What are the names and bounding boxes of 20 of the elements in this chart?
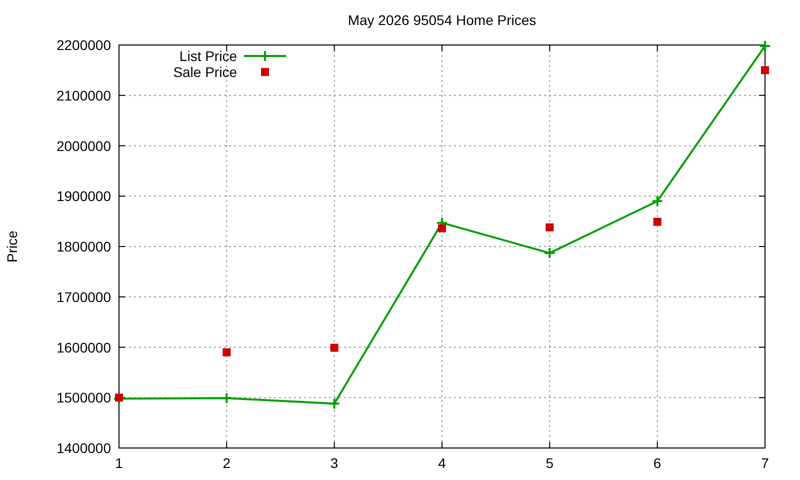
y-tick-label: 1700000 <box>56 288 112 305</box>
x-tick-label: 1 <box>115 455 124 471</box>
x-tick-label: 3 <box>330 455 338 471</box>
x-tick-label: 2 <box>222 455 231 471</box>
y-axis-title: Price <box>4 230 20 262</box>
y-tick-label: 2200000 <box>56 37 112 53</box>
y-tick-label: 1600000 <box>56 339 112 356</box>
x-tick-label: 4 <box>438 455 446 471</box>
legend-label: Sale Price <box>173 64 238 80</box>
y-tick-label: 1800000 <box>56 238 112 254</box>
y-tick-label: 2000000 <box>56 138 112 154</box>
y-tick-label: 1900000 <box>56 188 112 204</box>
y-tick-label: 1400000 <box>56 440 112 456</box>
x-tick-label: 6 <box>653 455 662 471</box>
legend-label: List Price <box>179 48 238 64</box>
x-tick-label: 7 <box>761 455 770 471</box>
y-tick-label: 1500000 <box>56 390 112 406</box>
x-tick-label: 5 <box>546 455 554 471</box>
chart-title: May 2026 95054 Home Prices <box>348 12 536 28</box>
y-tick-label: 2100000 <box>56 87 112 104</box>
